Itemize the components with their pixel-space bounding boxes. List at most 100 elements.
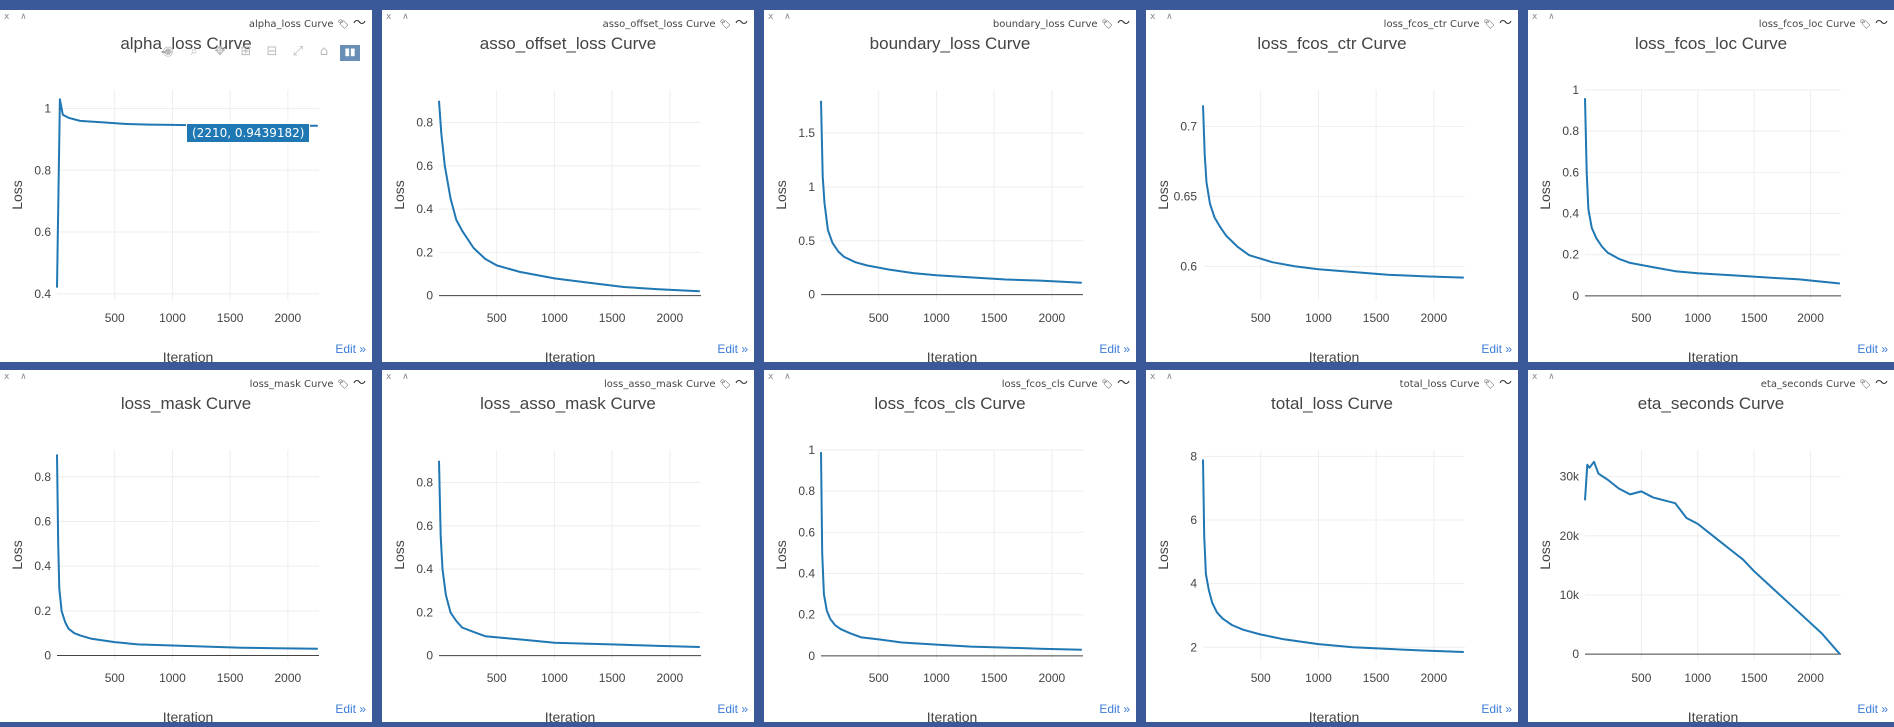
x-tick-label: 2000	[1420, 311, 1447, 325]
edit-link[interactable]: Edit »	[335, 342, 366, 356]
zoom-icon[interactable]: ⌕	[190, 44, 198, 59]
window-title: boundary_loss Curve 🏷 〜	[993, 12, 1130, 31]
autoscale-icon[interactable]: ⤢	[292, 44, 304, 59]
y-tick-label: 1	[808, 180, 815, 194]
series-line	[438, 100, 700, 293]
y-tick-label: 1	[808, 443, 815, 457]
x-tick-label: 500	[1631, 671, 1651, 685]
zoom-out-icon[interactable]: ⊟	[266, 44, 278, 59]
tag-icon[interactable]: 🏷	[1859, 380, 1871, 390]
window-title: loss_fcos_cls Curve 🏷 〜	[1002, 372, 1130, 391]
window-title-text: boundary_loss Curve	[992, 19, 1098, 30]
home-icon[interactable]: ⌂	[319, 44, 329, 59]
zoom-in-icon[interactable]: ⊞	[240, 44, 252, 59]
y-axis-title: Loss	[391, 180, 407, 210]
wave-icon[interactable]: 〜	[352, 376, 366, 391]
edit-link[interactable]: Edit »	[1099, 342, 1130, 356]
chart-plot: 500 1000 1500 2000 0.4 0.6 0.8 1 Iteration Loss	[9, 90, 319, 362]
window-controls[interactable]: x ∧	[386, 12, 413, 22]
tag-icon[interactable]: 🏷	[337, 380, 349, 390]
series-line	[1584, 98, 1841, 285]
y-tick-label: 0	[1572, 647, 1579, 661]
window-controls[interactable]: x ∧	[386, 372, 413, 382]
window-title: loss_mask Curve 🏷 〜	[250, 372, 366, 391]
edit-link[interactable]: Edit »	[1857, 702, 1888, 716]
tag-icon[interactable]: 🏷	[1483, 380, 1495, 390]
x-tick-label: 1500	[599, 311, 626, 325]
x-tick-label: 1000	[1684, 671, 1711, 685]
wave-icon[interactable]: 〜	[734, 16, 748, 31]
wave-icon[interactable]: 〜	[1874, 16, 1888, 31]
window-controls[interactable]: x ∧	[1532, 12, 1559, 22]
y-axis-title: Loss	[1155, 180, 1171, 210]
y-tick-label: 0.5	[798, 234, 815, 248]
tag-icon[interactable]: 🏷	[719, 20, 731, 30]
edit-link[interactable]: Edit »	[1481, 342, 1512, 356]
wave-icon[interactable]: 〜	[352, 16, 366, 31]
tag-icon[interactable]: 🏷	[719, 380, 731, 390]
window-controls[interactable]: x ∧	[4, 12, 31, 22]
chart-title: loss_fcos_cls Curve	[874, 394, 1026, 413]
wave-icon[interactable]: 〜	[734, 376, 748, 391]
pan-icon[interactable]: ✥	[214, 44, 226, 59]
chart-plot: 500 1000 1500 2000 0 0.2 0.4 0.6 0.8 Iteration Los…	[391, 450, 701, 722]
wave-icon[interactable]: 〜	[1116, 16, 1130, 31]
chart-panel-boundary-loss: x ∧ boundary_loss Curve 🏷 〜 boundary_loss …	[764, 10, 1136, 362]
tag-icon[interactable]: 🏷	[1859, 20, 1871, 30]
window-controls[interactable]: x ∧	[1150, 372, 1177, 382]
y-tick-label: 0.6	[416, 519, 433, 533]
y-tick-label: 0.8	[416, 475, 433, 489]
edit-link[interactable]: Edit »	[1099, 702, 1130, 716]
edit-link[interactable]: Edit »	[717, 342, 748, 356]
hover-label: (2210, 0.9439182)	[186, 123, 311, 143]
edit-link[interactable]: Edit »	[335, 702, 366, 716]
edit-link[interactable]: Edit »	[1481, 702, 1512, 716]
x-tick-label: 1500	[981, 671, 1008, 685]
y-tick-label: 0.6	[798, 525, 815, 539]
y-tick-label: 0.6	[416, 159, 433, 173]
y-tick-label: 0	[426, 649, 433, 663]
bar-chart-icon[interactable]: ▮▮	[340, 45, 360, 61]
window-title-text: loss_asso_mask Curve	[604, 379, 716, 390]
tag-icon[interactable]: 🏷	[1483, 20, 1495, 30]
y-tick-label: 0.4	[1562, 207, 1579, 221]
chart-panel-loss-fcos-loc: x ∧ loss_fcos_loc Curve 🏷 〜 loss_fcos_loc …	[1528, 10, 1894, 362]
camera-icon[interactable]: ◉	[162, 44, 174, 59]
edit-link[interactable]: Edit »	[1857, 342, 1888, 356]
wave-icon[interactable]: 〜	[1116, 376, 1130, 391]
edit-link[interactable]: Edit »	[717, 702, 748, 716]
window-controls[interactable]: x ∧	[1532, 372, 1559, 382]
chart-title: eta_seconds Curve	[1637, 394, 1785, 413]
y-tick-label: 0.65	[1174, 189, 1198, 203]
y-tick-label: 0.4	[34, 287, 51, 301]
series-line	[56, 454, 318, 650]
tag-icon[interactable]: 🏷	[1101, 380, 1113, 390]
y-tick-label: 2	[1190, 640, 1197, 654]
wave-icon[interactable]: 〜	[1498, 376, 1512, 391]
tag-icon[interactable]: 🏷	[337, 20, 349, 30]
window-controls[interactable]: x ∧	[1150, 12, 1177, 22]
window-title: alpha_loss Curve 🏷 〜	[249, 12, 366, 31]
y-tick-label: 1.5	[798, 126, 815, 140]
window-controls[interactable]: x ∧	[768, 372, 795, 382]
window-controls[interactable]: x ∧	[768, 12, 795, 22]
x-tick-label: 500	[487, 311, 507, 325]
wave-icon[interactable]: 〜	[1874, 376, 1888, 391]
chart-title: loss_mask Curve	[120, 394, 252, 413]
window-title: total_loss Curve 🏷 〜	[1400, 372, 1512, 391]
x-axis-title: Iteration	[927, 349, 978, 362]
x-tick-label: 1500	[217, 671, 244, 685]
chart-panel-loss-asso-mask: x ∧ loss_asso_mask Curve 🏷 〜 loss_asso_mas…	[382, 370, 754, 722]
y-axis-title: Loss	[773, 540, 789, 570]
chart-plot: 500 1000 1500 2000 0 10k 20k 30k Iteration Loss	[1537, 450, 1841, 722]
y-tick-label: 0	[44, 649, 51, 663]
tag-icon[interactable]: 🏷	[1101, 20, 1113, 30]
chart-panel-total-loss: x ∧ total_loss Curve 🏷 〜 total_loss Curve …	[1146, 370, 1518, 722]
y-tick-label: 0	[808, 288, 815, 302]
x-tick-label: 500	[1251, 311, 1271, 325]
window-controls[interactable]: x ∧	[4, 372, 31, 382]
x-tick-label: 1500	[217, 311, 244, 325]
wave-icon[interactable]: 〜	[1498, 16, 1512, 31]
x-axis-title: Iteration	[1309, 349, 1360, 362]
x-axis-title: Iteration	[163, 349, 214, 362]
